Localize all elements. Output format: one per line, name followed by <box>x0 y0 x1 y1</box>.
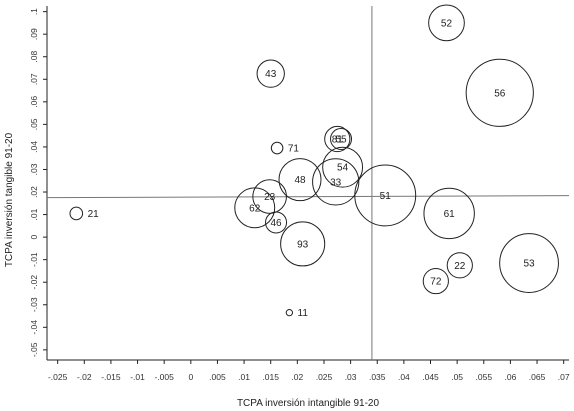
bubble-label-22: 22 <box>454 261 466 272</box>
plot-area <box>46 6 570 361</box>
y-tick-label: .01 <box>29 208 39 220</box>
bubble-label-46: 46 <box>270 218 282 229</box>
bubble-label-62: 62 <box>249 203 261 214</box>
y-tick-labels: -.05 -.04 -.03 -.02 -.01 0 .01 .02 .03 .04 .05 .06.… <box>29 8 39 357</box>
x-tick-label: .01 <box>238 372 250 382</box>
bubble-43 <box>256 59 285 88</box>
bubble-label-56: 56 <box>494 88 506 99</box>
bubble-label-72: 72 <box>430 277 442 288</box>
bubble-23 <box>252 179 287 214</box>
x-tick-label: -.01 <box>130 372 145 382</box>
bubble-81 <box>324 125 351 153</box>
x-ticks <box>57 360 565 364</box>
x-tick-label: .015 <box>262 372 279 382</box>
y-tick-label: 0 <box>29 234 39 239</box>
y-tick-label: -.02 <box>29 275 39 290</box>
x-tick-label: -.025 <box>48 372 68 382</box>
bubble-54 <box>322 146 364 188</box>
y-tick-label: -.01 <box>29 252 39 267</box>
x-tick-label: .02 <box>291 372 303 382</box>
x-tick-labels: -.025 -.02 -.015 -.01 -.005 0 .005 .01 .015 .02 .0… <box>48 372 570 382</box>
bubble-93 <box>280 221 326 267</box>
y-tick-label: .08 <box>29 51 39 63</box>
bubble-label-54: 54 <box>337 163 349 174</box>
bubble-label-61: 61 <box>444 209 456 220</box>
y-axis-title: TCPA inversión tangible 91-20 <box>4 132 15 267</box>
x-tick-label: .055 <box>476 372 493 382</box>
bubble-label-21: 21 <box>88 209 100 220</box>
bubble-53 <box>499 233 559 293</box>
horizontal-reference-line <box>46 195 570 199</box>
x-tick-label: .035 <box>369 372 386 382</box>
bubble-label-81: 81 <box>332 135 344 146</box>
bubble-22 <box>446 252 473 279</box>
bubble-71 <box>270 141 284 155</box>
bubble-33 <box>312 158 360 206</box>
y-tick-label: .02 <box>29 186 39 198</box>
bubble-label-11: 11 <box>298 308 309 319</box>
bubble-21 <box>69 206 84 221</box>
bubble-11 <box>285 308 294 317</box>
bubble-55 <box>330 128 353 151</box>
x-tick-label: .06 <box>504 372 516 382</box>
bubble-56 <box>465 58 534 127</box>
y-ticks <box>43 11 47 351</box>
bubble-label-43: 43 <box>265 69 277 80</box>
y-tick-label: .03 <box>29 163 39 175</box>
bubble-label-52: 52 <box>441 18 453 29</box>
x-tick-label: .045 <box>422 372 439 382</box>
x-tick-label: .03 <box>345 372 357 382</box>
bubble-label-48: 48 <box>294 175 306 186</box>
y-tick-label: .05 <box>29 118 39 130</box>
y-tick-label: -.05 <box>29 342 39 357</box>
y-tick-label: -.04 <box>29 320 39 335</box>
x-tick-label: .005 <box>209 372 226 382</box>
x-tick-label: .05 <box>451 372 463 382</box>
x-axis-title: TCPA inversión intangible 91-20 <box>237 398 380 409</box>
x-tick-label: -.02 <box>77 372 92 382</box>
x-tick-label: .04 <box>398 372 410 382</box>
x-tick-label: -.015 <box>101 372 121 382</box>
bubble-48 <box>278 158 322 202</box>
y-tick-label: .07 <box>29 73 39 85</box>
bubble-label-33: 33 <box>330 177 342 188</box>
x-tick-label: .025 <box>316 372 333 382</box>
bubble-label-71: 71 <box>288 144 300 155</box>
bubble-label-23: 23 <box>264 192 276 203</box>
bubble-62 <box>234 187 276 229</box>
bubble-72 <box>422 267 449 295</box>
bubble-52 <box>428 4 465 42</box>
bubble-61 <box>423 187 475 240</box>
y-tick-label: .04 <box>29 141 39 153</box>
bubble-label-93: 93 <box>297 239 309 250</box>
x-tick-label: -.005 <box>154 372 174 382</box>
y-tick-label: .06 <box>29 96 39 108</box>
y-tick-label: .1 <box>29 8 39 15</box>
x-tick-label: 0 <box>188 372 193 382</box>
x-tick-label: .065 <box>529 372 546 382</box>
bubble-51 <box>354 164 417 227</box>
bubble-label-51: 51 <box>380 191 392 202</box>
y-tick-label: .09 <box>29 28 39 40</box>
bubble-label-55: 55 <box>335 135 347 146</box>
bubble-46 <box>265 211 288 234</box>
x-tick-label: .07 <box>558 372 570 382</box>
y-tick-label: -.03 <box>29 297 39 312</box>
bubble-label-53: 53 <box>523 259 535 270</box>
